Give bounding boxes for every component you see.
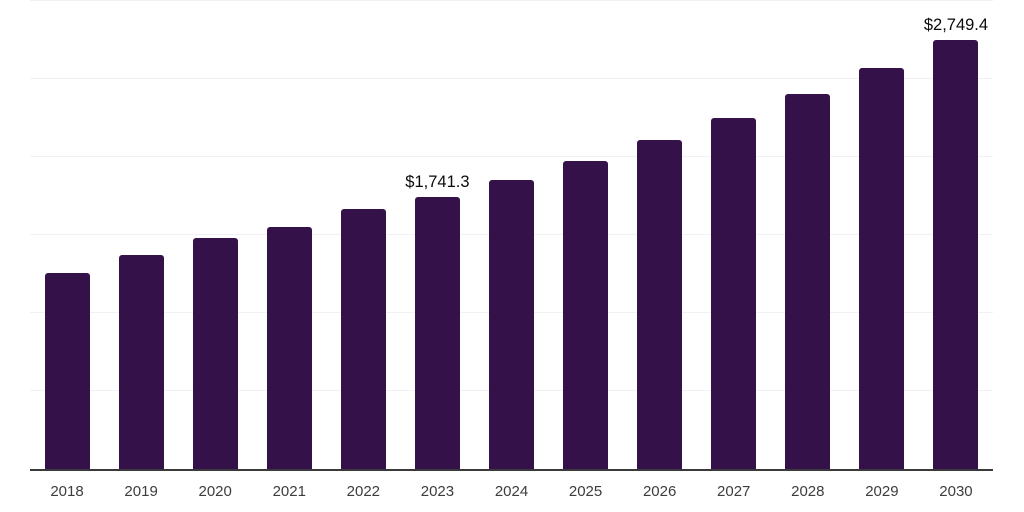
bar-2030	[933, 40, 979, 469]
x-tick-label-2029: 2029	[865, 483, 899, 500]
bar-2021	[266, 226, 312, 469]
bar-2027	[711, 118, 757, 469]
bar-2023	[414, 197, 460, 469]
bar-2020	[192, 238, 238, 469]
x-tick-label-2020: 2020	[198, 483, 232, 500]
x-axis-line	[30, 469, 993, 471]
bar-2022	[340, 209, 386, 469]
x-tick-label-2026: 2026	[642, 483, 677, 500]
bar-2029	[859, 68, 905, 469]
bar-2024	[489, 180, 534, 469]
gridline-3000	[30, 0, 993, 1]
x-tick-label-2030: 2030	[939, 483, 973, 500]
x-tick-label-2021: 2021	[272, 483, 306, 500]
bar-2028	[785, 94, 831, 469]
x-tick-label-2018: 2018	[50, 483, 84, 500]
x-tick-label-2027: 2027	[717, 483, 751, 500]
x-tick-label-2023: 2023	[420, 483, 455, 500]
gridline-2500	[30, 78, 993, 79]
x-tick-label-2025: 2025	[568, 483, 603, 500]
value-label-2023: $1,741.3	[405, 172, 470, 191]
gridline-2000	[30, 156, 993, 157]
x-tick-label-2019: 2019	[124, 483, 158, 500]
x-tick-label-2028: 2028	[791, 483, 825, 500]
x-tick-label-2024: 2024	[494, 483, 529, 500]
plot-area: $1,741.3 $2,749.4	[30, 0, 993, 469]
x-axis-labels: 2018 2019 2020 2021 2022 2023 2024 2025 2026 2027…	[30, 483, 993, 505]
value-label-2030: $2,749.4	[923, 15, 989, 34]
bar-2019	[118, 254, 164, 469]
bar-2018	[44, 272, 90, 469]
bar-2026	[637, 140, 683, 469]
x-tick-label-2022: 2022	[346, 483, 381, 500]
bar-2025	[563, 161, 609, 469]
